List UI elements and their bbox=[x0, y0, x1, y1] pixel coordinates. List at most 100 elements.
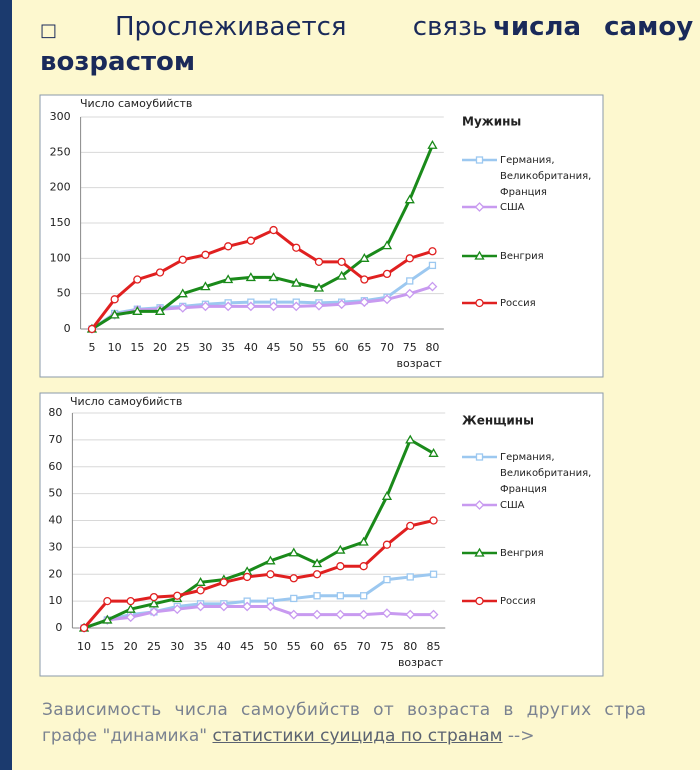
x-tick-label: 45 bbox=[240, 640, 254, 653]
marker bbox=[173, 591, 182, 600]
caption-text: графе "динамика" bbox=[42, 726, 208, 746]
legend-label-line: Великобритания, bbox=[500, 468, 591, 479]
caption-link[interactable]: статистики суицида по странам bbox=[212, 726, 503, 746]
marker bbox=[195, 577, 206, 586]
marker bbox=[382, 608, 392, 619]
legend-marker bbox=[475, 298, 484, 308]
marker bbox=[359, 297, 370, 308]
marker bbox=[87, 324, 97, 334]
marker bbox=[133, 275, 142, 284]
marker bbox=[381, 491, 393, 500]
legend-label: Германия, Великобритания, Франция bbox=[500, 155, 591, 198]
marker bbox=[337, 257, 346, 267]
legend-title: Женщины bbox=[462, 414, 534, 428]
y-tick-label: 70 bbox=[48, 433, 62, 446]
marker bbox=[132, 306, 143, 315]
marker bbox=[406, 521, 415, 531]
marker bbox=[177, 288, 188, 298]
marker bbox=[149, 606, 159, 617]
series-line bbox=[82, 519, 434, 629]
marker bbox=[126, 596, 135, 606]
y-axis-label: Число самоубийств bbox=[80, 97, 192, 110]
legend-label-line: Франция bbox=[500, 484, 547, 495]
legend-label-line: Венгрия bbox=[500, 251, 544, 262]
bullet: □ bbox=[40, 20, 58, 41]
marker bbox=[358, 609, 369, 620]
heading-bold: числа самоу bbox=[493, 12, 694, 42]
y-tick-label: 200 bbox=[50, 181, 71, 194]
marker bbox=[427, 139, 438, 149]
legend-marker bbox=[475, 596, 484, 606]
y-tick-label: 0 bbox=[55, 621, 62, 634]
marker bbox=[382, 269, 392, 279]
y-tick-label: 100 bbox=[50, 251, 71, 264]
marker bbox=[429, 570, 438, 578]
y-tick-label: 60 bbox=[48, 460, 62, 473]
heading-text: Прослеживается связь bbox=[115, 12, 488, 42]
x-tick-label: 10 bbox=[77, 640, 91, 653]
marker bbox=[149, 592, 159, 602]
marker bbox=[288, 547, 299, 557]
legend-label-line: США bbox=[500, 500, 525, 511]
y-tick-label: 40 bbox=[48, 514, 62, 527]
x-tick-label: 10 bbox=[108, 341, 122, 354]
marker bbox=[292, 243, 301, 252]
x-tick-label: 65 bbox=[333, 640, 347, 653]
marker bbox=[219, 578, 229, 587]
marker bbox=[79, 623, 89, 633]
chart-box bbox=[39, 94, 604, 378]
legend-marker bbox=[475, 156, 484, 164]
marker bbox=[109, 309, 120, 319]
marker bbox=[155, 268, 165, 277]
y-tick-label: 150 bbox=[50, 216, 71, 229]
marker bbox=[313, 592, 321, 600]
legend-label: Венгрия bbox=[500, 548, 544, 559]
marker bbox=[360, 275, 369, 284]
marker bbox=[223, 242, 233, 251]
y-tick-label: 20 bbox=[48, 567, 62, 580]
series-line bbox=[90, 228, 433, 330]
y-tick-label: 300 bbox=[50, 110, 71, 123]
legend-label-line: Венгрия bbox=[500, 548, 544, 559]
legend-label: Россия bbox=[500, 596, 536, 607]
marker bbox=[428, 247, 437, 256]
marker bbox=[125, 612, 136, 623]
marker bbox=[246, 236, 256, 245]
marker bbox=[381, 240, 393, 250]
series-line bbox=[91, 144, 434, 331]
legend-label: США bbox=[500, 500, 525, 511]
x-tick-label: 5 bbox=[88, 341, 95, 354]
y-tick-label: 10 bbox=[48, 594, 62, 607]
y-tick-label: 250 bbox=[50, 145, 71, 158]
marker bbox=[405, 434, 416, 444]
marker bbox=[405, 609, 416, 620]
marker bbox=[428, 448, 439, 457]
y-tick-label: 50 bbox=[57, 287, 71, 300]
marker bbox=[201, 250, 210, 259]
marker bbox=[428, 261, 437, 270]
legend-marker bbox=[474, 547, 485, 557]
x-tick-label: 25 bbox=[147, 640, 161, 653]
legend-label: Венгрия bbox=[500, 251, 544, 262]
x-tick-label: 50 bbox=[289, 341, 303, 354]
legend-label-line: США bbox=[500, 202, 525, 213]
series-line bbox=[83, 605, 434, 630]
marker bbox=[154, 306, 166, 315]
legend-label: США bbox=[500, 202, 525, 213]
marker bbox=[358, 536, 369, 546]
marker bbox=[290, 594, 298, 603]
marker bbox=[268, 301, 279, 312]
y-tick-label: 30 bbox=[48, 540, 62, 553]
marker bbox=[268, 272, 279, 282]
marker bbox=[178, 255, 187, 264]
x-tick-label: 55 bbox=[312, 341, 326, 354]
marker bbox=[223, 274, 234, 284]
legend-marker bbox=[474, 500, 485, 510]
x-axis-label: возраст bbox=[397, 357, 443, 370]
marker bbox=[177, 302, 188, 313]
series-line bbox=[83, 437, 435, 630]
marker bbox=[359, 562, 368, 571]
x-tick-label: 60 bbox=[335, 341, 349, 354]
caption-line1: Зависимость числа самоубийств от возраст… bbox=[42, 700, 647, 720]
